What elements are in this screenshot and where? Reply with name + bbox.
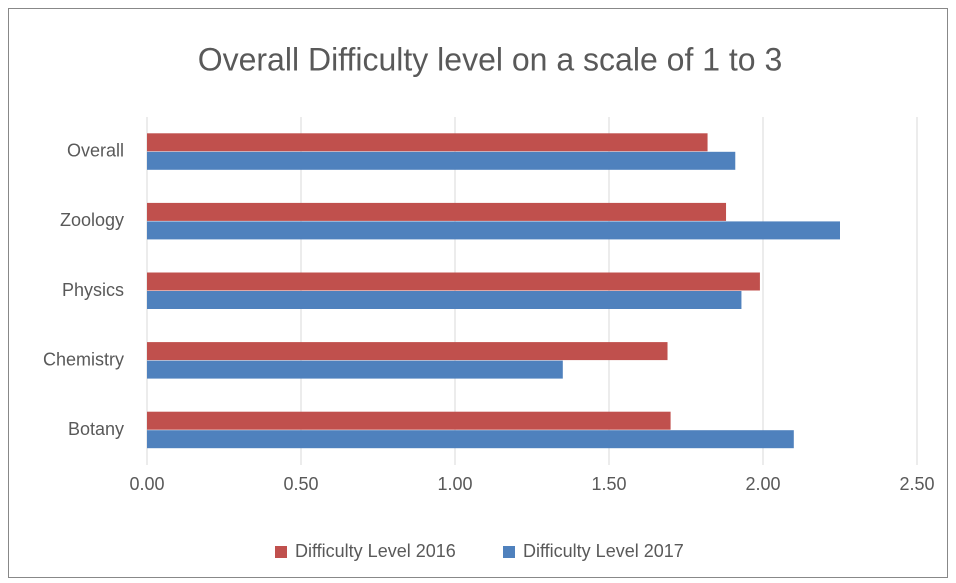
x-tick-label: 0.50 bbox=[283, 474, 318, 494]
bar bbox=[147, 151, 736, 170]
bar bbox=[147, 342, 668, 361]
bar bbox=[147, 291, 742, 309]
legend-swatch bbox=[503, 546, 515, 558]
y-tick-label: Chemistry bbox=[43, 349, 124, 369]
legend-swatch bbox=[275, 546, 287, 558]
x-tick-label: 1.50 bbox=[591, 474, 626, 494]
bar bbox=[147, 202, 727, 221]
legend-label: Difficulty Level 2017 bbox=[523, 541, 684, 561]
legend-label: Difficulty Level 2016 bbox=[295, 541, 456, 561]
chart-title: Overall Difficulty level on a scale of 1… bbox=[198, 41, 783, 77]
x-tick-label: 2.00 bbox=[745, 474, 780, 494]
y-tick-label: Zoology bbox=[60, 210, 124, 230]
bar bbox=[147, 411, 671, 430]
x-tick-label: 0.00 bbox=[129, 474, 164, 494]
bar bbox=[147, 221, 840, 240]
bar bbox=[147, 360, 563, 379]
y-tick-label: Overall bbox=[67, 141, 124, 161]
x-tick-label: 2.50 bbox=[899, 474, 934, 494]
y-tick-label: Physics bbox=[62, 280, 124, 300]
y-tick-label: Botany bbox=[68, 419, 124, 439]
bar bbox=[147, 272, 760, 291]
x-tick-label: 1.00 bbox=[437, 474, 472, 494]
bar bbox=[147, 133, 708, 152]
bar bbox=[147, 430, 794, 449]
